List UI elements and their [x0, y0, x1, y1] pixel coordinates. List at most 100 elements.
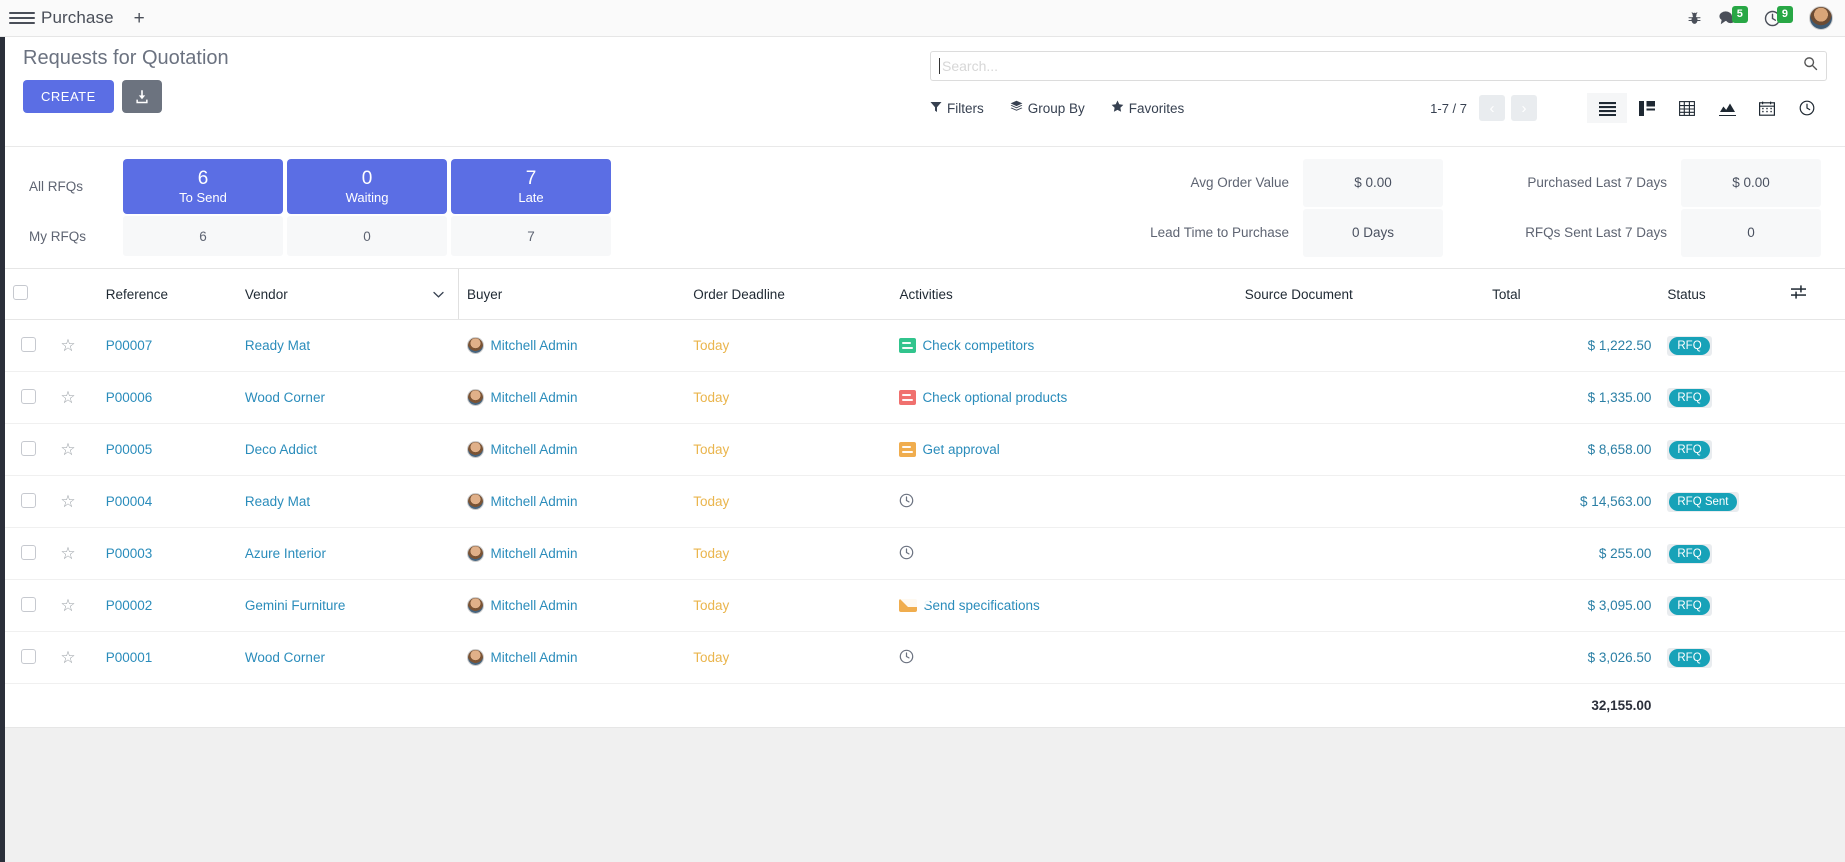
activity-label[interactable]: Get approval [922, 442, 1000, 457]
my-tile-waiting[interactable]: 0 [287, 216, 447, 256]
vendor-link[interactable]: Ready Mat [244, 338, 311, 353]
vendor-link[interactable]: Wood Corner [244, 390, 325, 405]
filters-button[interactable]: Filters [930, 101, 984, 116]
header-status[interactable]: Status [1659, 269, 1784, 320]
tile-waiting[interactable]: 0 Waiting [287, 159, 447, 214]
reference-link[interactable]: P00001 [105, 650, 153, 665]
table-row[interactable]: ☆ P00001 Wood Corner Mitchell Admin Toda… [5, 631, 1845, 684]
row-checkbox[interactable] [21, 648, 37, 664]
select-all-checkbox[interactable] [13, 285, 28, 300]
activities-clock-icon[interactable]: 9 [1764, 5, 1793, 31]
buyer-name[interactable]: Mitchell Admin [490, 390, 578, 405]
header-activities[interactable]: Activities [891, 269, 1237, 320]
buyer-name[interactable]: Mitchell Admin [490, 650, 578, 665]
view-pivot-button[interactable] [1667, 93, 1707, 123]
favorite-star-icon[interactable]: ☆ [60, 388, 76, 407]
favorite-star-icon[interactable]: ☆ [60, 544, 76, 563]
clock-icon[interactable] [899, 493, 914, 512]
activity-label[interactable]: Send specifications [923, 598, 1040, 613]
table-row[interactable]: ☆ P00002 Gemini Furniture Mitchell Admin… [5, 579, 1845, 632]
upload-button[interactable] [121, 80, 162, 113]
table-head: Reference Vendor Buyer Order Deadline Ac… [5, 269, 1845, 320]
row-checkbox[interactable] [21, 596, 37, 612]
clock-icon[interactable] [899, 545, 914, 564]
reference-link[interactable]: P00006 [105, 390, 153, 405]
row-checkbox[interactable] [21, 388, 37, 404]
vendor-link[interactable]: Wood Corner [244, 650, 325, 665]
buyer-name[interactable]: Mitchell Admin [490, 442, 578, 457]
reference-link[interactable]: P00003 [105, 546, 153, 561]
my-tile-late[interactable]: 7 [451, 216, 611, 256]
header-order-deadline[interactable]: Order Deadline [685, 269, 892, 320]
reference-link[interactable]: P00004 [105, 494, 153, 509]
table-footer-row: 32,155.00 [5, 683, 1845, 728]
view-list-button[interactable] [1587, 93, 1627, 123]
favorite-star-icon[interactable]: ☆ [60, 596, 76, 615]
bug-icon[interactable] [1687, 11, 1702, 26]
buyer-name[interactable]: Mitchell Admin [490, 494, 578, 509]
favorite-star-icon[interactable]: ☆ [60, 336, 76, 355]
row-checkbox[interactable] [21, 336, 37, 352]
row-status-cell: RFQ Sent [1659, 475, 1784, 528]
todo-red-icon[interactable] [899, 390, 917, 405]
table-row[interactable]: ☆ P00004 Ready Mat Mitchell Admin Today [5, 475, 1845, 528]
envelope-icon[interactable] [899, 599, 933, 612]
vendor-link[interactable]: Azure Interior [244, 546, 326, 561]
todo-green-icon[interactable] [899, 338, 917, 353]
column-settings-icon[interactable] [1791, 285, 1807, 303]
vendor-link[interactable]: Gemini Furniture [244, 598, 346, 613]
buyer-name[interactable]: Mitchell Admin [490, 338, 578, 353]
pager-next-button[interactable]: › [1511, 95, 1537, 121]
favorite-star-icon[interactable]: ☆ [60, 492, 76, 511]
header-vendor[interactable]: Vendor [236, 269, 460, 320]
vendor-link[interactable]: Ready Mat [244, 494, 311, 509]
header-reference[interactable]: Reference [97, 269, 237, 320]
header-buyer[interactable]: Buyer [458, 269, 686, 320]
favorite-star-icon[interactable]: ☆ [60, 440, 76, 459]
header-source-document[interactable]: Source Document [1236, 269, 1485, 320]
activity-label[interactable]: Check optional products [922, 390, 1068, 405]
favorites-button[interactable]: Favorites [1111, 100, 1184, 116]
vendor-link[interactable]: Deco Addict [244, 442, 317, 457]
buyer-name[interactable]: Mitchell Admin [490, 598, 578, 613]
search-icon[interactable] [1803, 56, 1818, 76]
view-kanban-button[interactable] [1627, 93, 1667, 123]
tile-to-send[interactable]: 6 To Send [123, 159, 283, 214]
tile-late-count: 7 [525, 168, 537, 190]
view-calendar-button[interactable] [1747, 93, 1787, 123]
kpi-lead-time: 0 Days [1303, 208, 1443, 257]
view-activity-button[interactable] [1787, 93, 1827, 123]
my-tile-to-send[interactable]: 6 [123, 216, 283, 256]
header-total[interactable]: Total [1484, 269, 1660, 320]
footer-total-value: 32,155.00 [1484, 683, 1660, 728]
favorite-star-icon[interactable]: ☆ [60, 648, 76, 667]
table-row[interactable]: ☆ P00006 Wood Corner Mitchell Admin Toda… [5, 371, 1845, 424]
reference-link[interactable]: P00007 [105, 338, 153, 353]
create-button[interactable]: CREATE [23, 80, 114, 113]
row-deadline-cell: Today [685, 423, 892, 476]
app-brand-label[interactable]: Purchase [41, 8, 114, 27]
view-graph-button[interactable] [1707, 93, 1747, 123]
reference-link[interactable]: P00002 [105, 598, 153, 613]
group-by-button[interactable]: Group By [1010, 100, 1085, 116]
clock-icon[interactable] [899, 649, 914, 668]
apps-menu-icon[interactable] [9, 8, 35, 28]
pager-previous-button[interactable]: ‹ [1479, 95, 1505, 121]
add-new-icon[interactable]: + [133, 7, 145, 29]
user-avatar[interactable] [1809, 6, 1833, 30]
buyer-name[interactable]: Mitchell Admin [490, 546, 578, 561]
table-row[interactable]: ☆ P00007 Ready Mat Mitchell Admin Today [5, 319, 1845, 372]
row-checkbox[interactable] [21, 544, 37, 560]
messages-icon[interactable]: 5 [1718, 5, 1748, 31]
tile-late[interactable]: 7 Late [451, 159, 611, 214]
row-checkbox[interactable] [21, 492, 37, 508]
table-row[interactable]: ☆ P00003 Azure Interior Mitchell Admin T… [5, 527, 1845, 580]
row-checkbox[interactable] [21, 440, 37, 456]
todo-orange-icon[interactable] [899, 442, 917, 457]
chevron-down-icon[interactable] [433, 287, 444, 302]
search-input[interactable]: Search... [930, 51, 1827, 81]
row-buyer-cell: Mitchell Admin [458, 319, 686, 372]
activity-label[interactable]: Check competitors [922, 338, 1035, 353]
reference-link[interactable]: P00005 [105, 442, 153, 457]
table-row[interactable]: ☆ P00005 Deco Addict Mitchell Admin Toda… [5, 423, 1845, 476]
